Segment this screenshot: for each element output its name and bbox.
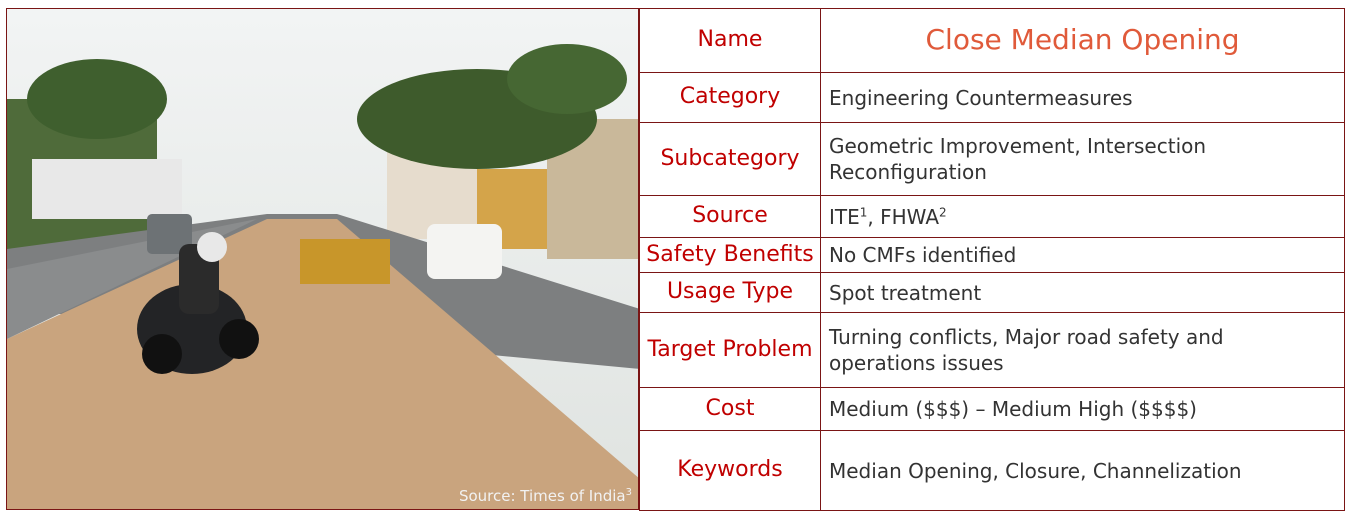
row: Safety Benefits No CMFs identified (639, 237, 1345, 273)
row: Keywords Median Opening, Closure, Channel… (639, 430, 1345, 511)
info-table: Name Close Median Opening Category Enginee… (639, 8, 1345, 511)
caption-note: 3 (625, 487, 632, 498)
footnote: 1 (859, 204, 868, 219)
value: Turning conflicts, Major road safety and… (820, 312, 1345, 388)
label: Source (639, 195, 821, 238)
row: Cost Medium ($$$) – Medium High ($$$$) (639, 387, 1345, 431)
label: Name (639, 8, 821, 73)
value: Engineering Countermeasures (820, 72, 1345, 123)
photo: Source: Times of India3 (6, 8, 639, 510)
source-text: , FHWA (867, 204, 940, 229)
label: Category (639, 72, 821, 123)
label: Cost (639, 387, 821, 431)
photo-caption: Source: Times of India3 (459, 487, 632, 505)
row: Subcategory Geometric Improvement, Inters… (639, 122, 1345, 196)
label: Target Problem (639, 312, 821, 388)
value: Spot treatment (820, 272, 1345, 313)
caption-text: Source: Times of India (458, 487, 626, 505)
value: Close Median Opening (820, 8, 1345, 73)
value: Median Opening, Closure, Channelization (820, 430, 1345, 511)
row: Target Problem Turning conflicts, Major r… (639, 312, 1345, 388)
row: Category Engineering Countermeasures (639, 72, 1345, 123)
label: Safety Benefits (639, 237, 821, 273)
row: Usage Type Spot treatment (639, 272, 1345, 313)
photo-illustration (7, 9, 638, 509)
value: Geometric Improvement, Intersection Reco… (820, 122, 1345, 196)
label: Usage Type (639, 272, 821, 313)
value: Medium ($$$) – Medium High ($$$$) (820, 387, 1345, 431)
footnote: 2 (939, 204, 947, 219)
value: No CMFs identified (820, 237, 1345, 273)
source-text: ITE (829, 204, 860, 229)
label: Subcategory (639, 122, 821, 196)
label: Keywords (639, 430, 821, 511)
row: Source ITE1, FHWA2 (639, 195, 1345, 238)
row: Name Close Median Opening (639, 8, 1345, 73)
value: ITE1, FHWA2 (820, 195, 1345, 238)
